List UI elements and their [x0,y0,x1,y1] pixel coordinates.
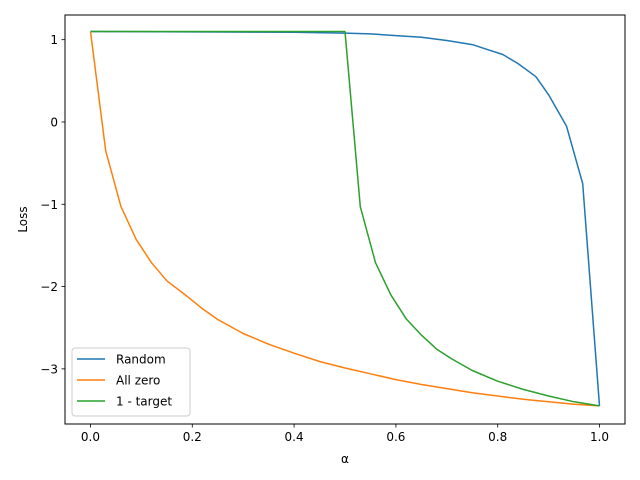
plot-marks [89,30,601,407]
y-tick-label: −2 [40,280,58,294]
series-line-0 [90,30,601,406]
series-line-1 [89,31,600,407]
x-tick-label: 0.4 [285,430,304,444]
x-tick-label: 0.0 [81,430,100,444]
axes-frame [64,14,626,425]
x-tick-label: 0.2 [183,430,202,444]
y-tick-label: −3 [40,362,58,376]
x-tick-label: 1.0 [590,430,609,444]
y-tick-label: 1 [50,33,58,47]
x-axis-label: α [341,452,349,466]
series-line-2 [90,30,600,407]
axis-ticks: 0.0 0.2 0.4 0.6 0.8 1.0 1 0 −1 −2 −3 [40,33,609,444]
y-tick-label: −1 [40,198,58,212]
legend-label-0: Random [116,353,166,367]
x-tick-label: 0.8 [488,430,507,444]
legend: Random All zero 1 - target [71,347,191,417]
legend-label-1: All zero [116,374,160,388]
y-axis-label: Loss [16,206,30,232]
x-tick-label: 0.6 [386,430,405,444]
y-tick-label: 0 [50,115,58,129]
legend-label-2: 1 - target [116,395,172,409]
legend-box [71,347,191,417]
